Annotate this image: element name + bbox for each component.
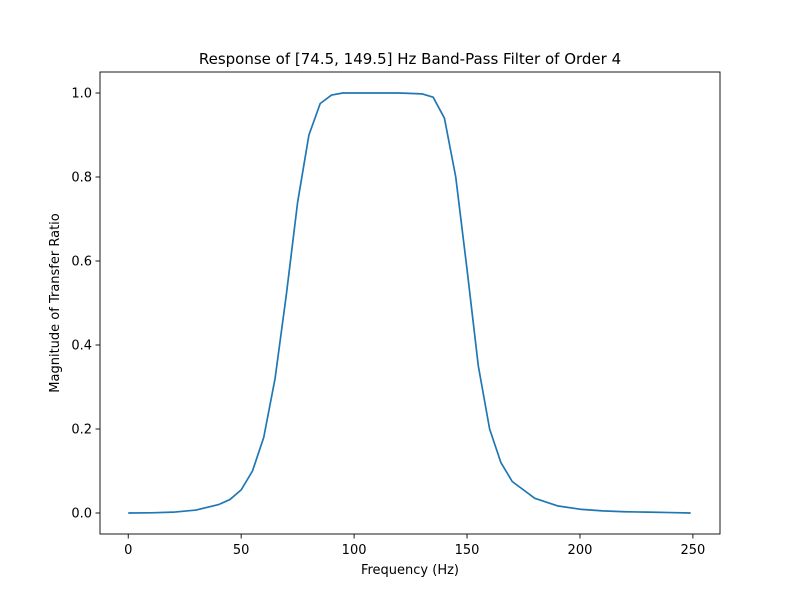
x-tick-label: 250 [680, 543, 705, 558]
y-axis-label: Magnitude of Transfer Ratio [48, 213, 63, 392]
axes-frame [99, 71, 721, 535]
y-tick-label: 0.6 [71, 255, 92, 270]
chart-title: Response of [74.5, 149.5] Hz Band-Pass F… [199, 50, 621, 68]
x-tick-label: 200 [568, 543, 593, 558]
x-tick-label: 50 [233, 543, 250, 558]
series-line-0 [128, 92, 691, 514]
x-tick-label: 150 [455, 543, 480, 558]
x-axis-label: Frequency (Hz) [361, 563, 459, 578]
x-tick-label: 0 [124, 543, 132, 558]
y-tick-label: 0.0 [71, 507, 92, 522]
y-tick-label: 1.0 [71, 87, 92, 102]
plot-area: 0 50 100 150 200 250 0.0 0.2 0.4 0.6 0.8 1.0 [71, 71, 721, 558]
x-tick-label: 100 [342, 543, 367, 558]
y-tick-label: 0.4 [71, 339, 92, 354]
y-tick-label: 0.8 [71, 171, 92, 186]
y-tick-label: 0.2 [71, 423, 92, 438]
